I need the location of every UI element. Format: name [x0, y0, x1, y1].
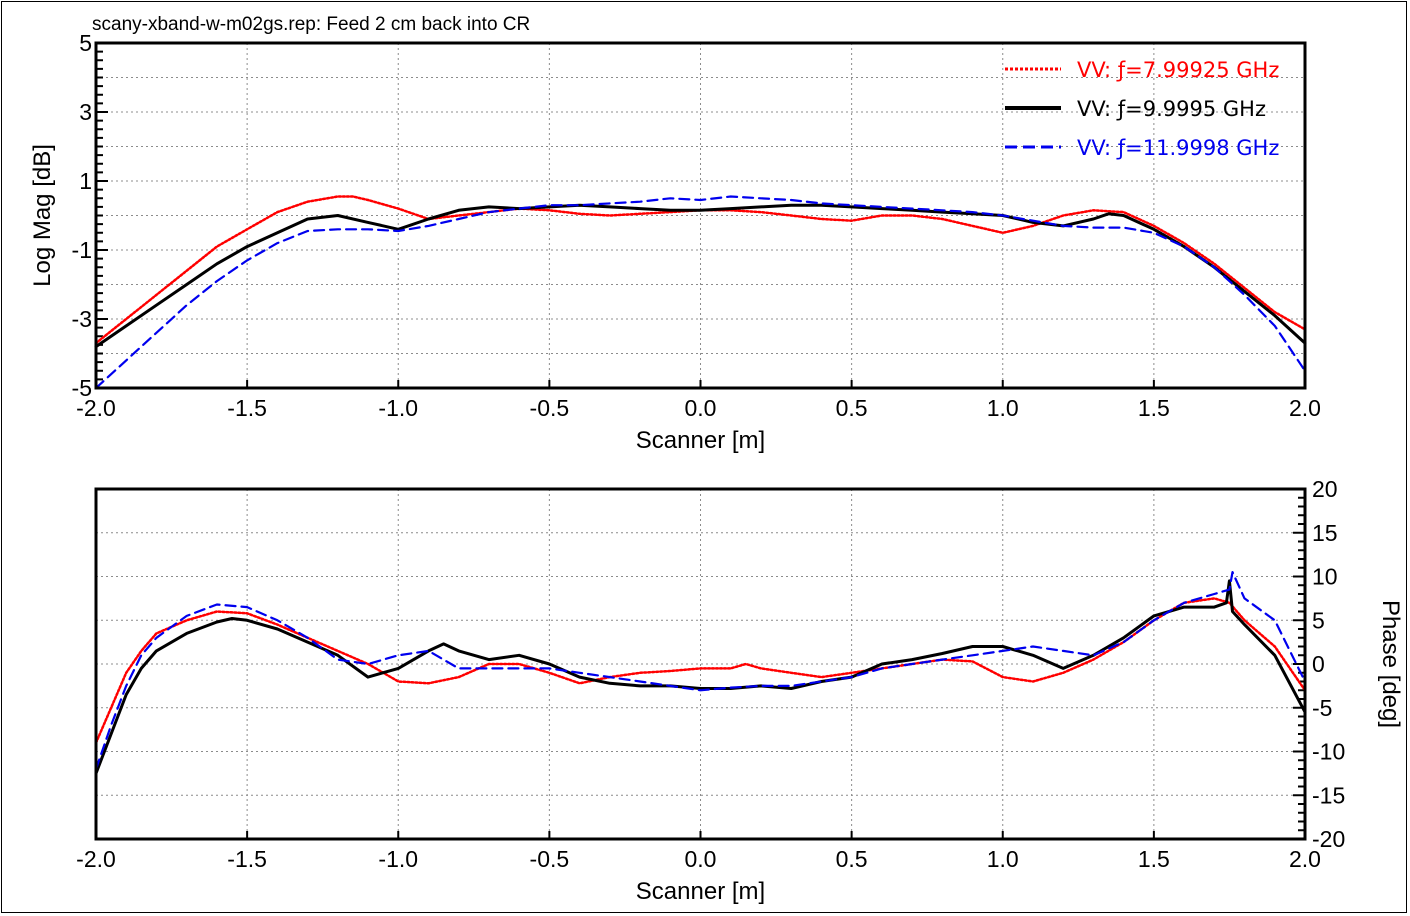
x-tick-label: 0.0 — [685, 395, 717, 421]
y-axis-label: Phase [deg] — [1377, 600, 1404, 728]
x-tick-label: -0.5 — [530, 846, 570, 872]
series-line-2 — [94, 203, 1307, 349]
y-tick-label: -3 — [72, 306, 92, 332]
chart-title: scany-xband-w-m02gs.rep: Feed 2 cm back … — [92, 14, 530, 35]
legend-label-2: VV: ƒ=9.9995 GHz — [1077, 97, 1266, 121]
y-tick-label: -20 — [1312, 826, 1345, 852]
y-tick-label: -1 — [72, 237, 92, 263]
x-tick-label: -1.5 — [227, 846, 267, 872]
x-tick-label: 2.0 — [1289, 846, 1321, 872]
y-tick-label: -10 — [1312, 739, 1345, 765]
series-line-3 — [94, 195, 1307, 390]
log-mag-panel: -2.0 -1.5 -1.0 -0.5 0.0 0.5 1.0 1.5 2.0 5 3 1 -1 -3 -5… — [29, 30, 1321, 454]
y-tick-label: 1 — [79, 168, 92, 194]
y-tick-label: 10 — [1312, 564, 1338, 590]
x-tick-label: -1.5 — [227, 395, 267, 421]
y-tick-label: -5 — [1312, 695, 1332, 721]
legend-label-3: VV: ƒ=11.9998 GHz — [1077, 136, 1279, 160]
x-tick-label: 0.5 — [836, 395, 868, 421]
plot-area-border — [94, 41, 1307, 390]
y-tick-label: 20 — [1312, 476, 1338, 502]
x-tick-label: 1.5 — [1138, 395, 1170, 421]
x-tick-label: 0.5 — [836, 846, 868, 872]
series-line-1 — [94, 597, 1307, 745]
plot-area-border — [94, 487, 1307, 841]
x-tick-label: -2.0 — [76, 846, 116, 872]
series-line-3 — [94, 571, 1307, 771]
y-tick-label: 0 — [1312, 651, 1325, 677]
y-axis-label: Log Mag [dB] — [29, 144, 56, 287]
x-tick-label: 2.0 — [1289, 395, 1321, 421]
phase-panel: -2.0 -1.5 -1.0 -0.5 0.0 0.5 1.0 1.5 2.0 20 15 10 5 0 -… — [76, 476, 1404, 905]
legend-label-1: VV: ƒ=7.99925 GHz — [1077, 58, 1279, 82]
x-axis-label: Scanner [m] — [636, 878, 765, 905]
x-tick-label: 1.0 — [987, 395, 1019, 421]
x-tick-label: -0.5 — [530, 395, 570, 421]
y-tick-label: 3 — [79, 99, 92, 125]
x-tick-label: -2.0 — [76, 395, 116, 421]
x-tick-label: 1.0 — [987, 846, 1019, 872]
x-tick-label: 0.0 — [685, 846, 717, 872]
y-tick-label: -15 — [1312, 782, 1345, 808]
x-axis-label: Scanner [m] — [636, 427, 765, 454]
y-tick-label: 15 — [1312, 520, 1338, 546]
x-tick-label: 1.5 — [1138, 846, 1170, 872]
x-tick-label: -1.0 — [378, 395, 418, 421]
y-tick-label: 5 — [1312, 607, 1325, 633]
y-tick-label: 5 — [79, 30, 92, 56]
y-tick-label: -5 — [72, 375, 92, 401]
x-tick-label: -1.0 — [378, 846, 418, 872]
